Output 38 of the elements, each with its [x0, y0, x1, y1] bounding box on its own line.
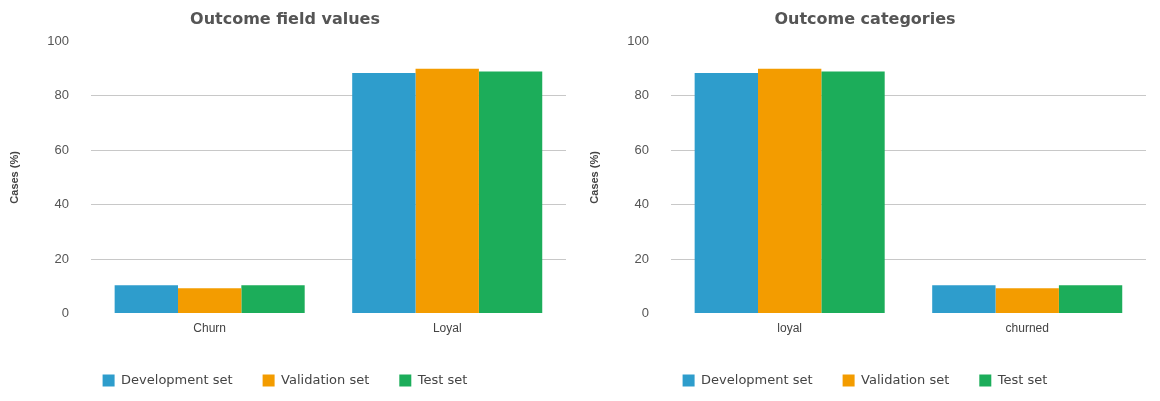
y-tick-label: 20	[54, 250, 69, 266]
legend-label: Test set	[996, 371, 1048, 387]
bar	[478, 71, 543, 314]
bar	[415, 68, 479, 314]
bar	[114, 285, 178, 314]
y-tick-label: 0	[61, 305, 69, 321]
legend-label: Validation set	[861, 371, 950, 387]
bar	[757, 68, 822, 314]
y-tick-label: 100	[47, 32, 69, 48]
y-tick-label: 0	[641, 305, 649, 321]
y-tick-label: 80	[634, 87, 649, 103]
x-tick-label: loyal	[777, 321, 803, 336]
x-tick-label: Loyal	[432, 321, 462, 336]
bar	[694, 73, 758, 314]
legend-label: Test set	[416, 371, 468, 387]
chart-title: Outcome field values	[190, 8, 380, 28]
bar	[177, 288, 242, 314]
y-tick-label: 40	[634, 196, 649, 212]
bar	[995, 288, 1059, 314]
legend-label: Development set	[701, 371, 813, 387]
y-tick-label: 40	[54, 196, 69, 212]
bar	[352, 73, 416, 314]
x-tick-label: Churn	[193, 321, 227, 336]
y-tick-label: 100	[627, 32, 649, 48]
bar	[1058, 285, 1123, 314]
bar	[821, 71, 885, 314]
bar	[932, 285, 996, 314]
y-tick-label: 20	[634, 250, 649, 266]
y-tick-label: 60	[634, 141, 649, 157]
x-tick-label: churned	[1005, 321, 1049, 336]
legend-label: Validation set	[281, 371, 370, 387]
chart-title: Outcome categories	[774, 8, 956, 28]
bar	[241, 285, 305, 314]
y-tick-label: 80	[54, 87, 69, 103]
y-axis-title: Cases (%)	[587, 150, 600, 204]
legend-label: Development set	[121, 371, 233, 387]
y-axis-title: Cases (%)	[7, 150, 20, 204]
y-tick-label: 60	[54, 141, 69, 157]
